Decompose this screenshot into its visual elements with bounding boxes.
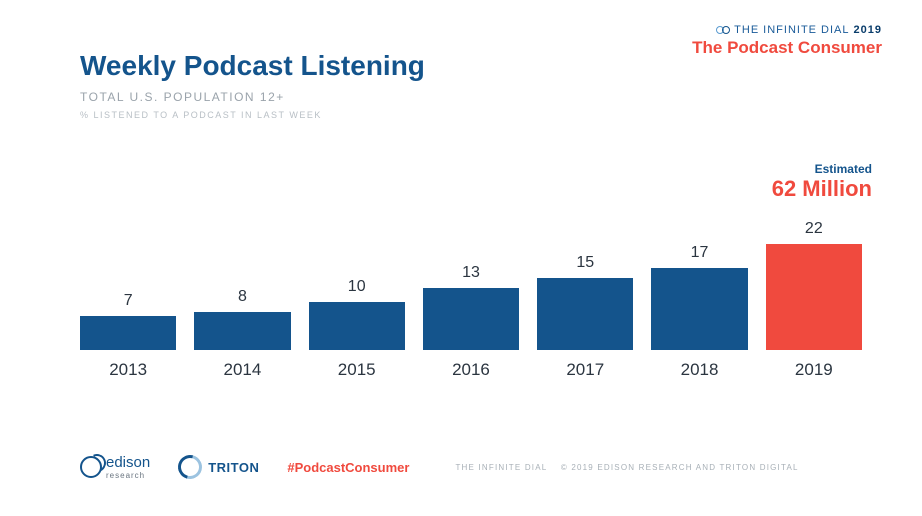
bar [537,278,633,350]
brand-line: THE INFINITE DIAL 2019 [692,24,882,36]
copyright-text: © 2019 EDISON RESEARCH AND TRITON DIGITA… [561,463,799,472]
bar-annotation: Estimated62 Million [732,162,872,202]
bar [194,312,290,350]
bar-group: 17 2018 [651,244,747,380]
chart-title: Weekly Podcast Listening [80,50,425,82]
edison-icon [80,456,102,478]
bar-value-label: 8 [238,288,247,306]
bar-group: Estimated62 Million222019 [766,220,862,380]
edison-sub: research [106,471,150,480]
edison-logo: edison research [80,454,150,480]
copyright-prefix: THE INFINITE DIAL [455,463,547,472]
bar-value-label: 17 [691,244,709,262]
brand-year: 2019 [854,24,882,36]
brand-block: THE INFINITE DIAL 2019 The Podcast Consu… [692,24,882,58]
bar [309,302,405,350]
triton-logo: TRITON [178,455,259,479]
bar-value-label: 13 [462,264,480,282]
infinite-dial-icon [716,26,730,34]
bar-value-label: 15 [576,254,594,272]
annotation-line2: 62 Million [732,176,872,202]
triton-icon [174,451,207,484]
triton-name: TRITON [208,460,259,475]
bar [651,268,747,350]
bar-category-label: 2014 [224,360,262,380]
bar [80,316,176,350]
bar-group: 8 2014 [194,288,290,380]
bar-category-label: 2017 [566,360,604,380]
bar [423,288,519,350]
bar-category-label: 2019 [795,360,833,380]
edison-name: edison [106,454,150,471]
bar-group: 15 2017 [537,254,633,380]
bar-category-label: 2018 [681,360,719,380]
bar-category-label: 2013 [109,360,147,380]
bar-value-label: 22 [805,220,823,238]
bar-group: 10 2015 [309,278,405,380]
bar-group: 13 2016 [423,264,519,380]
bar-value-label: 10 [348,278,366,296]
brand-subtitle: The Podcast Consumer [692,38,882,58]
bar-group: 7 2013 [80,292,176,380]
copyright: THE INFINITE DIAL © 2019 EDISON RESEARCH… [455,463,798,472]
brand-prefix: THE [734,24,759,36]
brand-name: INFINITE DIAL [763,24,849,36]
hashtag: #PodcastConsumer [287,460,409,475]
chart-subtitle-1: TOTAL U.S. POPULATION 12+ [80,90,425,104]
bar-category-label: 2016 [452,360,490,380]
footer: edison research TRITON #PodcastConsumer … [80,454,862,480]
bar-category-label: 2015 [338,360,376,380]
chart-header: Weekly Podcast Listening TOTAL U.S. POPU… [80,50,425,120]
bar [766,244,862,350]
annotation-line1: Estimated [732,162,872,176]
chart-subtitle-2: % LISTENED TO A PODCAST IN LAST WEEK [80,110,425,120]
bar-value-label: 7 [124,292,133,310]
bar-chart: 7201382014102015132016152017172018Estima… [80,180,862,380]
